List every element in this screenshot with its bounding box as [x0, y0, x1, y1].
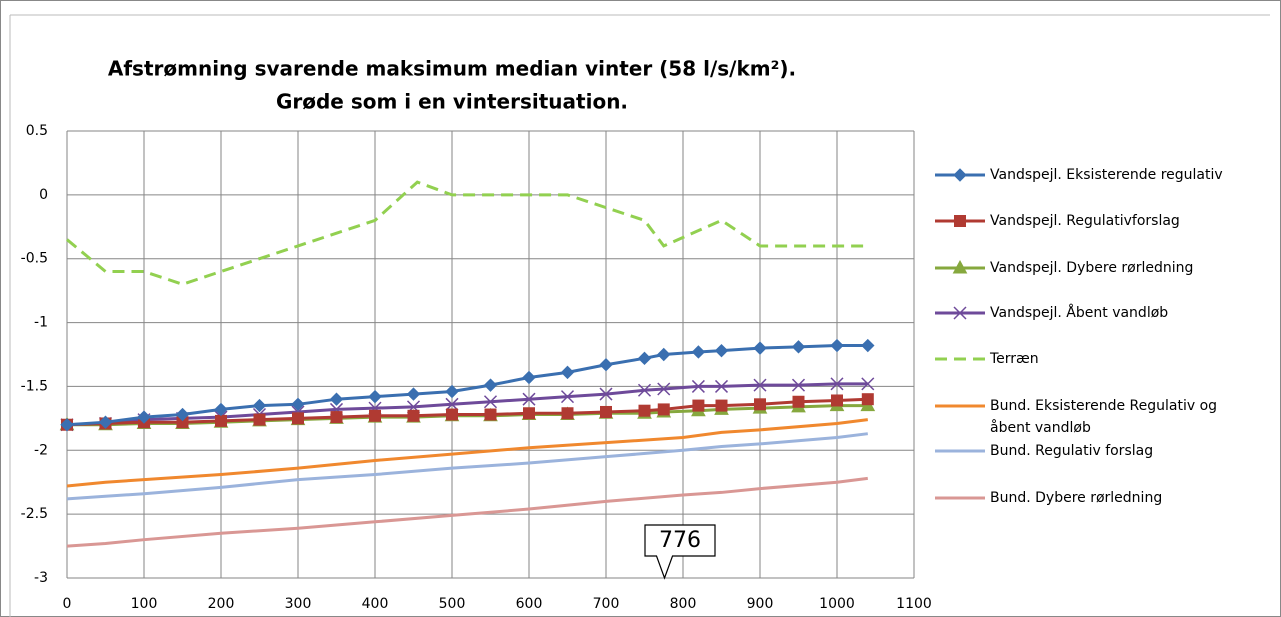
legend-label: Bund. Regulativ forslag: [990, 443, 1154, 459]
marker: [445, 384, 459, 399]
marker: [753, 341, 767, 355]
marker: [214, 402, 228, 417]
marker: [137, 410, 151, 424]
chart-title: Afstrømning svarende maksimum median vin…: [108, 57, 796, 81]
legend-label: Vandspejl. Regulativforslag: [990, 213, 1180, 229]
x-tick-label: 800: [670, 596, 697, 612]
x-tick-label: 1100: [896, 596, 932, 612]
marker: [446, 408, 458, 421]
chart-title: Grøde som i en vintersituation.: [276, 90, 628, 114]
legend-label: Bund. Eksisterende Regulativ og åbent va…: [990, 398, 1218, 436]
marker: [791, 340, 806, 354]
marker: [253, 413, 266, 426]
marker: [523, 407, 535, 420]
y-tick-label: 0: [39, 187, 48, 203]
marker: [406, 387, 421, 401]
y-tick-label: -2: [34, 442, 48, 458]
x-tick-label: 500: [439, 596, 466, 612]
y-tick-label: 0.5: [26, 123, 48, 139]
marker: [215, 414, 227, 427]
marker: [368, 389, 382, 404]
marker: [691, 345, 706, 359]
marker: [830, 338, 844, 353]
marker: [599, 358, 613, 372]
marker: [861, 377, 875, 391]
legend-label: Vandspejl. Dybere rørledning: [990, 260, 1194, 276]
marker: [561, 407, 574, 420]
legend-label: Vandspejl. Åbent vandløb: [990, 305, 1169, 321]
callout-box: [644, 524, 716, 580]
series-line: [66, 432, 868, 501]
y-tick-label: -2.5: [21, 506, 48, 522]
marker: [98, 415, 113, 429]
marker: [600, 405, 612, 418]
marker: [657, 347, 671, 362]
x-tick-label: 0: [63, 596, 72, 612]
marker: [715, 399, 728, 412]
marker: [953, 306, 967, 320]
marker: [329, 392, 344, 406]
legend-label: Terræn: [990, 351, 1039, 367]
series-line: [66, 418, 868, 488]
x-tick-label: 900: [747, 596, 774, 612]
x-tick-label: 1000: [819, 596, 855, 612]
marker: [330, 411, 343, 424]
y-tick-label: -1: [34, 315, 48, 331]
marker: [954, 215, 966, 227]
marker: [560, 390, 575, 404]
marker: [861, 393, 874, 406]
marker: [692, 399, 705, 412]
x-tick-label: 400: [362, 596, 389, 612]
marker: [175, 407, 190, 422]
marker: [522, 370, 536, 385]
series-line: [66, 180, 868, 286]
marker: [637, 383, 652, 397]
marker: [445, 397, 459, 411]
marker: [483, 378, 498, 392]
callout-label: 776: [659, 528, 701, 553]
marker: [657, 382, 671, 396]
marker: [407, 409, 420, 422]
marker: [691, 379, 705, 393]
marker: [831, 394, 843, 407]
x-tick-label: 700: [593, 596, 620, 612]
marker: [637, 351, 652, 366]
marker: [792, 395, 805, 408]
y-tick-label: -1.5: [21, 378, 48, 394]
marker: [599, 387, 613, 401]
marker: [657, 403, 670, 416]
marker: [861, 338, 875, 353]
x-tick-label: 100: [131, 596, 158, 612]
legend-label: Bund. Dybere rørledning: [990, 490, 1163, 506]
marker: [754, 398, 766, 411]
marker: [291, 397, 305, 412]
marker: [369, 409, 381, 422]
series-line: [66, 476, 868, 548]
marker: [830, 377, 844, 391]
marker: [560, 365, 575, 380]
legend-label: Vandspejl. Eksisterende regulativ: [990, 167, 1223, 183]
marker: [522, 392, 536, 406]
y-tick-label: -0.5: [21, 251, 48, 267]
marker: [638, 404, 651, 417]
marker: [292, 412, 304, 425]
marker: [953, 168, 967, 182]
marker: [714, 343, 729, 358]
marker: [60, 418, 74, 432]
marker: [952, 259, 968, 274]
marker: [791, 378, 806, 392]
marker: [753, 378, 767, 392]
marker: [484, 408, 497, 421]
x-tick-label: 300: [285, 596, 312, 612]
x-tick-label: 200: [208, 596, 235, 612]
y-tick-label: -3: [34, 570, 48, 586]
x-tick-label: 600: [516, 596, 543, 612]
marker: [483, 395, 498, 409]
marker: [714, 379, 729, 393]
marker: [252, 398, 267, 413]
